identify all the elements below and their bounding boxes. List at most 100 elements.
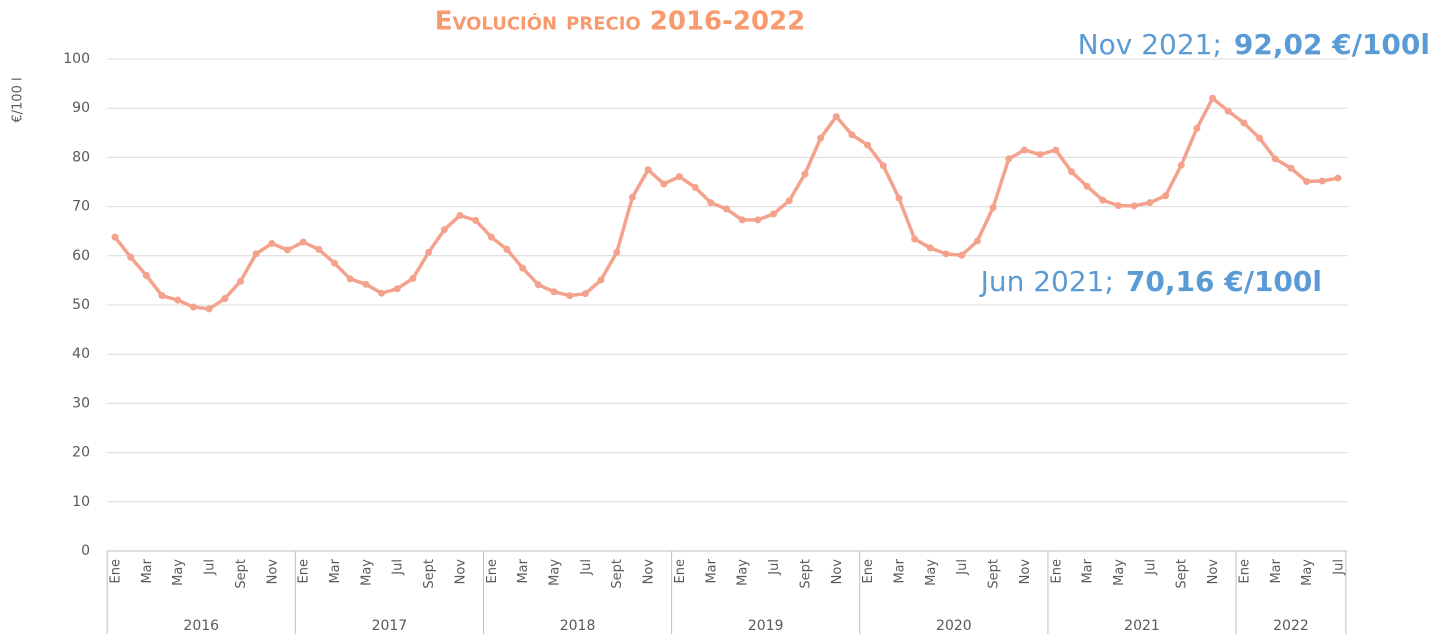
x-tick-label: Ene xyxy=(297,559,312,583)
x-tick-label: Jul xyxy=(579,559,594,576)
x-tick-label: Jul xyxy=(1332,559,1347,576)
x-tick-label: Ene xyxy=(673,559,688,583)
data-point xyxy=(911,235,919,243)
data-point xyxy=(127,253,135,261)
y-axis-label: €/100 l xyxy=(11,77,26,122)
group-label: 2020 xyxy=(936,618,972,634)
data-point xyxy=(1099,196,1107,204)
y-tick-label: 0 xyxy=(81,543,90,559)
data-point xyxy=(754,216,762,224)
group-label: 2016 xyxy=(183,618,219,634)
data-point xyxy=(487,233,495,241)
data-point xyxy=(142,271,150,279)
data-point xyxy=(299,238,307,246)
data-point xyxy=(378,289,386,297)
data-point xyxy=(1052,146,1060,154)
data-point xyxy=(597,276,605,284)
data-point xyxy=(111,233,119,241)
chart-title: Evolución precio 2016-2022 xyxy=(435,7,806,37)
data-point xyxy=(331,259,339,267)
data-point xyxy=(628,193,636,201)
data-point xyxy=(1240,119,1248,127)
data-point xyxy=(1177,161,1185,169)
data-point xyxy=(675,173,683,181)
x-tick-label: May xyxy=(1300,559,1315,586)
x-tick-label: Ene xyxy=(1049,559,1064,583)
data-point xyxy=(221,295,229,303)
y-tick-label: 50 xyxy=(72,297,90,313)
y-tick-label: 30 xyxy=(72,395,90,411)
group-label: 2021 xyxy=(1124,618,1160,634)
data-point xyxy=(958,251,966,259)
data-point xyxy=(174,296,182,304)
y-tick-label: 60 xyxy=(72,248,90,264)
x-tick-label: May xyxy=(548,559,563,586)
y-tick-label: 10 xyxy=(72,494,90,510)
data-point xyxy=(252,250,260,258)
x-tick-label: Nov xyxy=(1018,559,1033,585)
data-point xyxy=(1287,164,1295,172)
x-tick-label: Jul xyxy=(1143,559,1158,576)
data-point xyxy=(1271,155,1279,163)
data-point xyxy=(864,141,872,149)
y-tick-label: 100 xyxy=(63,51,90,67)
x-tick-label: Mar xyxy=(1269,558,1284,583)
annotation: Nov 2021; 92,02 €/100l xyxy=(1078,28,1430,61)
data-point xyxy=(534,281,542,289)
data-point xyxy=(189,303,197,311)
x-tick-label: May xyxy=(359,559,374,586)
data-point xyxy=(1334,174,1342,182)
group-label: 2018 xyxy=(560,618,596,634)
group-label: 2022 xyxy=(1273,618,1309,634)
data-point xyxy=(989,204,997,212)
x-tick-label: Nov xyxy=(453,559,468,585)
data-point xyxy=(1318,177,1326,185)
data-point xyxy=(879,162,887,170)
data-point xyxy=(409,274,417,282)
x-tick-label: Mar xyxy=(516,558,531,583)
y-tick-label: 70 xyxy=(72,199,90,215)
x-tick-label: Sept xyxy=(987,559,1002,589)
y-tick-label: 80 xyxy=(72,149,90,165)
x-tick-label: Sept xyxy=(610,559,625,589)
data-point xyxy=(1256,134,1264,142)
data-point xyxy=(1114,202,1122,210)
data-point xyxy=(895,194,903,202)
data-point xyxy=(942,250,950,258)
x-tick-label: May xyxy=(924,559,939,586)
data-point xyxy=(973,237,981,245)
data-point xyxy=(550,288,558,296)
x-tick-label: Jul xyxy=(391,559,406,576)
x-tick-label: Ene xyxy=(109,559,124,583)
data-point xyxy=(926,244,934,252)
x-tick-label: Jul xyxy=(955,559,970,576)
data-point xyxy=(472,216,480,224)
x-tick-label: Nov xyxy=(642,559,657,585)
x-tick-label: Sept xyxy=(234,559,249,589)
data-point xyxy=(393,285,401,293)
data-point xyxy=(691,183,699,191)
annotation: Jun 2021; 70,16 €/100l xyxy=(979,265,1322,298)
x-tick-label: Mar xyxy=(328,558,343,583)
x-tick-label: May xyxy=(736,559,751,586)
data-point xyxy=(707,199,715,207)
y-tick-label: 40 xyxy=(72,346,90,362)
x-tick-label: Nov xyxy=(830,559,845,585)
data-point xyxy=(770,210,778,218)
data-point xyxy=(1130,202,1138,210)
data-point xyxy=(1083,182,1091,190)
data-point xyxy=(832,113,840,121)
data-point xyxy=(440,226,448,234)
annotation-value: 70,16 €/100l xyxy=(1126,265,1322,298)
data-point xyxy=(503,245,511,253)
x-tick-label: Mar xyxy=(1081,558,1096,583)
data-point xyxy=(456,211,464,219)
y-tick-label: 20 xyxy=(72,445,90,461)
data-point xyxy=(660,180,668,188)
x-tick-label: Jul xyxy=(767,559,782,576)
data-point xyxy=(801,170,809,178)
data-point xyxy=(785,197,793,205)
annotation-label: Jun 2021; xyxy=(979,265,1114,298)
data-point xyxy=(566,292,574,300)
